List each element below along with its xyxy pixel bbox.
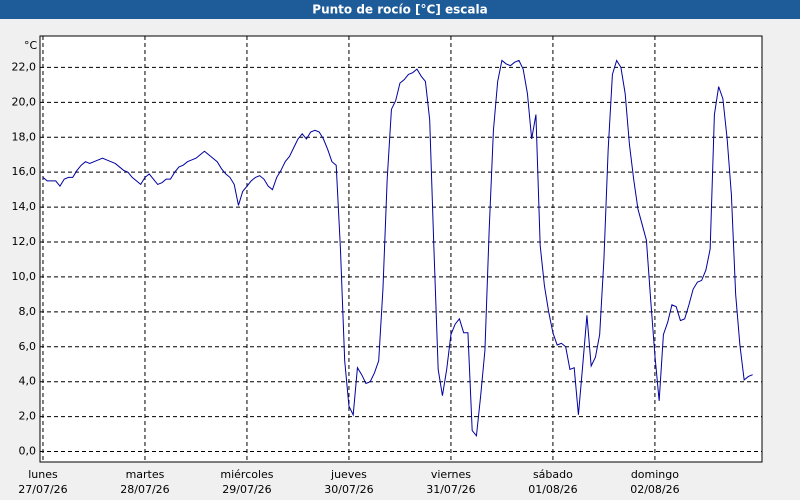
y-tick-label: 16,0 — [12, 165, 37, 178]
y-tick-label: 10,0 — [12, 270, 37, 283]
y-tick-label: 12,0 — [12, 235, 37, 248]
x-tick-label: martes — [126, 468, 165, 481]
x-tick-label: lunes — [28, 468, 58, 481]
x-tick-sublabel: 30/07/26 — [324, 483, 373, 496]
x-tick-label: sábado — [533, 468, 573, 481]
data-line — [42, 59, 753, 438]
chart-title: Punto de rocío [°C] escala — [312, 3, 487, 17]
y-unit: °C — [24, 39, 38, 52]
x-tick-label: jueves — [330, 468, 367, 481]
x-tick-label: miércoles — [220, 468, 273, 481]
y-tick-label: 4,0 — [19, 375, 37, 388]
y-tick-label: 14,0 — [12, 200, 37, 213]
y-tick-label: 8,0 — [19, 305, 37, 318]
x-tick-sublabel: 27/07/26 — [18, 483, 67, 496]
y-tick-label: 2,0 — [19, 410, 37, 423]
y-tick-label: 22,0 — [12, 60, 37, 73]
y-tick-label: 0,0 — [19, 445, 37, 458]
plot-area — [39, 35, 763, 463]
title-bar — [0, 0, 800, 19]
x-tick-sublabel: 01/08/26 — [528, 483, 577, 496]
x-tick-sublabel: 28/07/26 — [120, 483, 169, 496]
x-tick-label: domingo — [631, 468, 679, 481]
x-tick-sublabel: 31/07/26 — [426, 483, 475, 496]
y-tick-label: 18,0 — [12, 130, 37, 143]
y-tick-label: 6,0 — [19, 340, 37, 353]
x-tick-label: viernes — [431, 468, 471, 481]
y-tick-label: 20,0 — [12, 95, 37, 108]
x-tick-sublabel: 29/07/26 — [222, 483, 271, 496]
x-tick-sublabel: 02/08/26 — [630, 483, 679, 496]
